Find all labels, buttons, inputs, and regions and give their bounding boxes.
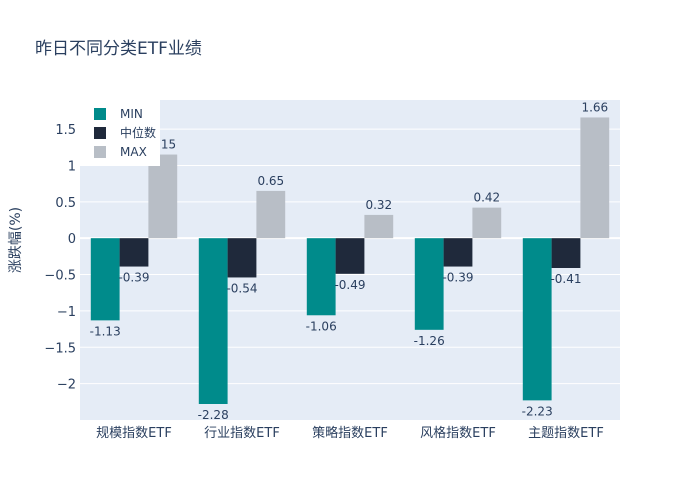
legend[interactable]: MIN 中位数 MAX (80, 100, 160, 166)
data-label: -1.06 (306, 319, 337, 333)
bar-中位数-策略指数ETF (335, 238, 365, 274)
legend-swatch[interactable] (94, 146, 106, 158)
x-tick-label: 风格指数ETF (420, 425, 496, 441)
legend-box (80, 100, 160, 166)
y-tick-label: −1 (57, 305, 76, 320)
data-label: 0.65 (257, 174, 284, 188)
bar-MIN-策略指数ETF (306, 238, 336, 316)
x-tick-label: 规模指数ETF (96, 426, 172, 441)
data-label: -0.49 (334, 278, 365, 292)
bar-MAX-策略指数ETF (364, 214, 394, 239)
x-tick-label: 行业指数ETF (204, 426, 280, 441)
axes: 1.5 1 0.5 0 −0.5 −1 −1.5 −2 规模指数ETF 行业指数ETF 策略指数ET… (44, 123, 603, 441)
data-label: -0.39 (118, 271, 149, 285)
bar-MIN-主题指数ETF (522, 238, 552, 401)
y-tick-label: 1 (68, 159, 76, 174)
y-axis-title: 涨跌幅(%) (8, 207, 24, 273)
y-tick-label: 1.5 (55, 123, 76, 138)
y-tick-label: 0 (68, 232, 76, 247)
legend-label[interactable]: MIN (120, 107, 143, 121)
legend-label[interactable]: MAX (120, 145, 147, 159)
data-label: -1.13 (90, 324, 121, 338)
data-label: -0.39 (442, 271, 473, 285)
x-tick-label: 策略指数ETF (312, 425, 388, 441)
bar-MAX-行业指数ETF (256, 190, 286, 239)
x-tick-label: 主题指数ETF (528, 426, 604, 441)
data-label: 1.66 (581, 100, 608, 114)
y-tick-label: −2 (57, 378, 76, 393)
legend-swatch[interactable] (94, 127, 106, 139)
data-label: -0.41 (550, 272, 581, 286)
data-label: -1.26 (414, 334, 445, 348)
bar-MAX-规模指数ETF (148, 154, 178, 239)
bar-中位数-主题指数ETF (551, 238, 581, 268)
chart-title: 昨日不同分类ETF业绩 (35, 39, 202, 59)
bar-MIN-行业指数ETF (198, 238, 228, 404)
bar-中位数-行业指数ETF (227, 238, 257, 278)
bar-MAX-风格指数ETF (472, 207, 502, 239)
bar-中位数-规模指数ETF (119, 238, 149, 267)
y-tick-label: 0.5 (55, 196, 76, 211)
bars (90, 117, 610, 404)
y-tick-label: −0.5 (44, 269, 76, 284)
legend-label[interactable]: 中位数 (120, 125, 156, 140)
data-label: -2.23 (522, 404, 553, 418)
legend-swatch[interactable] (94, 108, 106, 120)
bar-中位数-风格指数ETF (443, 238, 473, 267)
bar-MAX-主题指数ETF (580, 117, 610, 239)
bar-MIN-风格指数ETF (414, 238, 444, 330)
data-label: 0.42 (473, 191, 500, 205)
data-label: 0.32 (365, 198, 392, 212)
data-label: -0.54 (226, 281, 257, 295)
bar-MIN-规模指数ETF (90, 238, 120, 321)
data-label: -2.28 (198, 408, 229, 422)
y-tick-label: −1.5 (44, 341, 76, 356)
